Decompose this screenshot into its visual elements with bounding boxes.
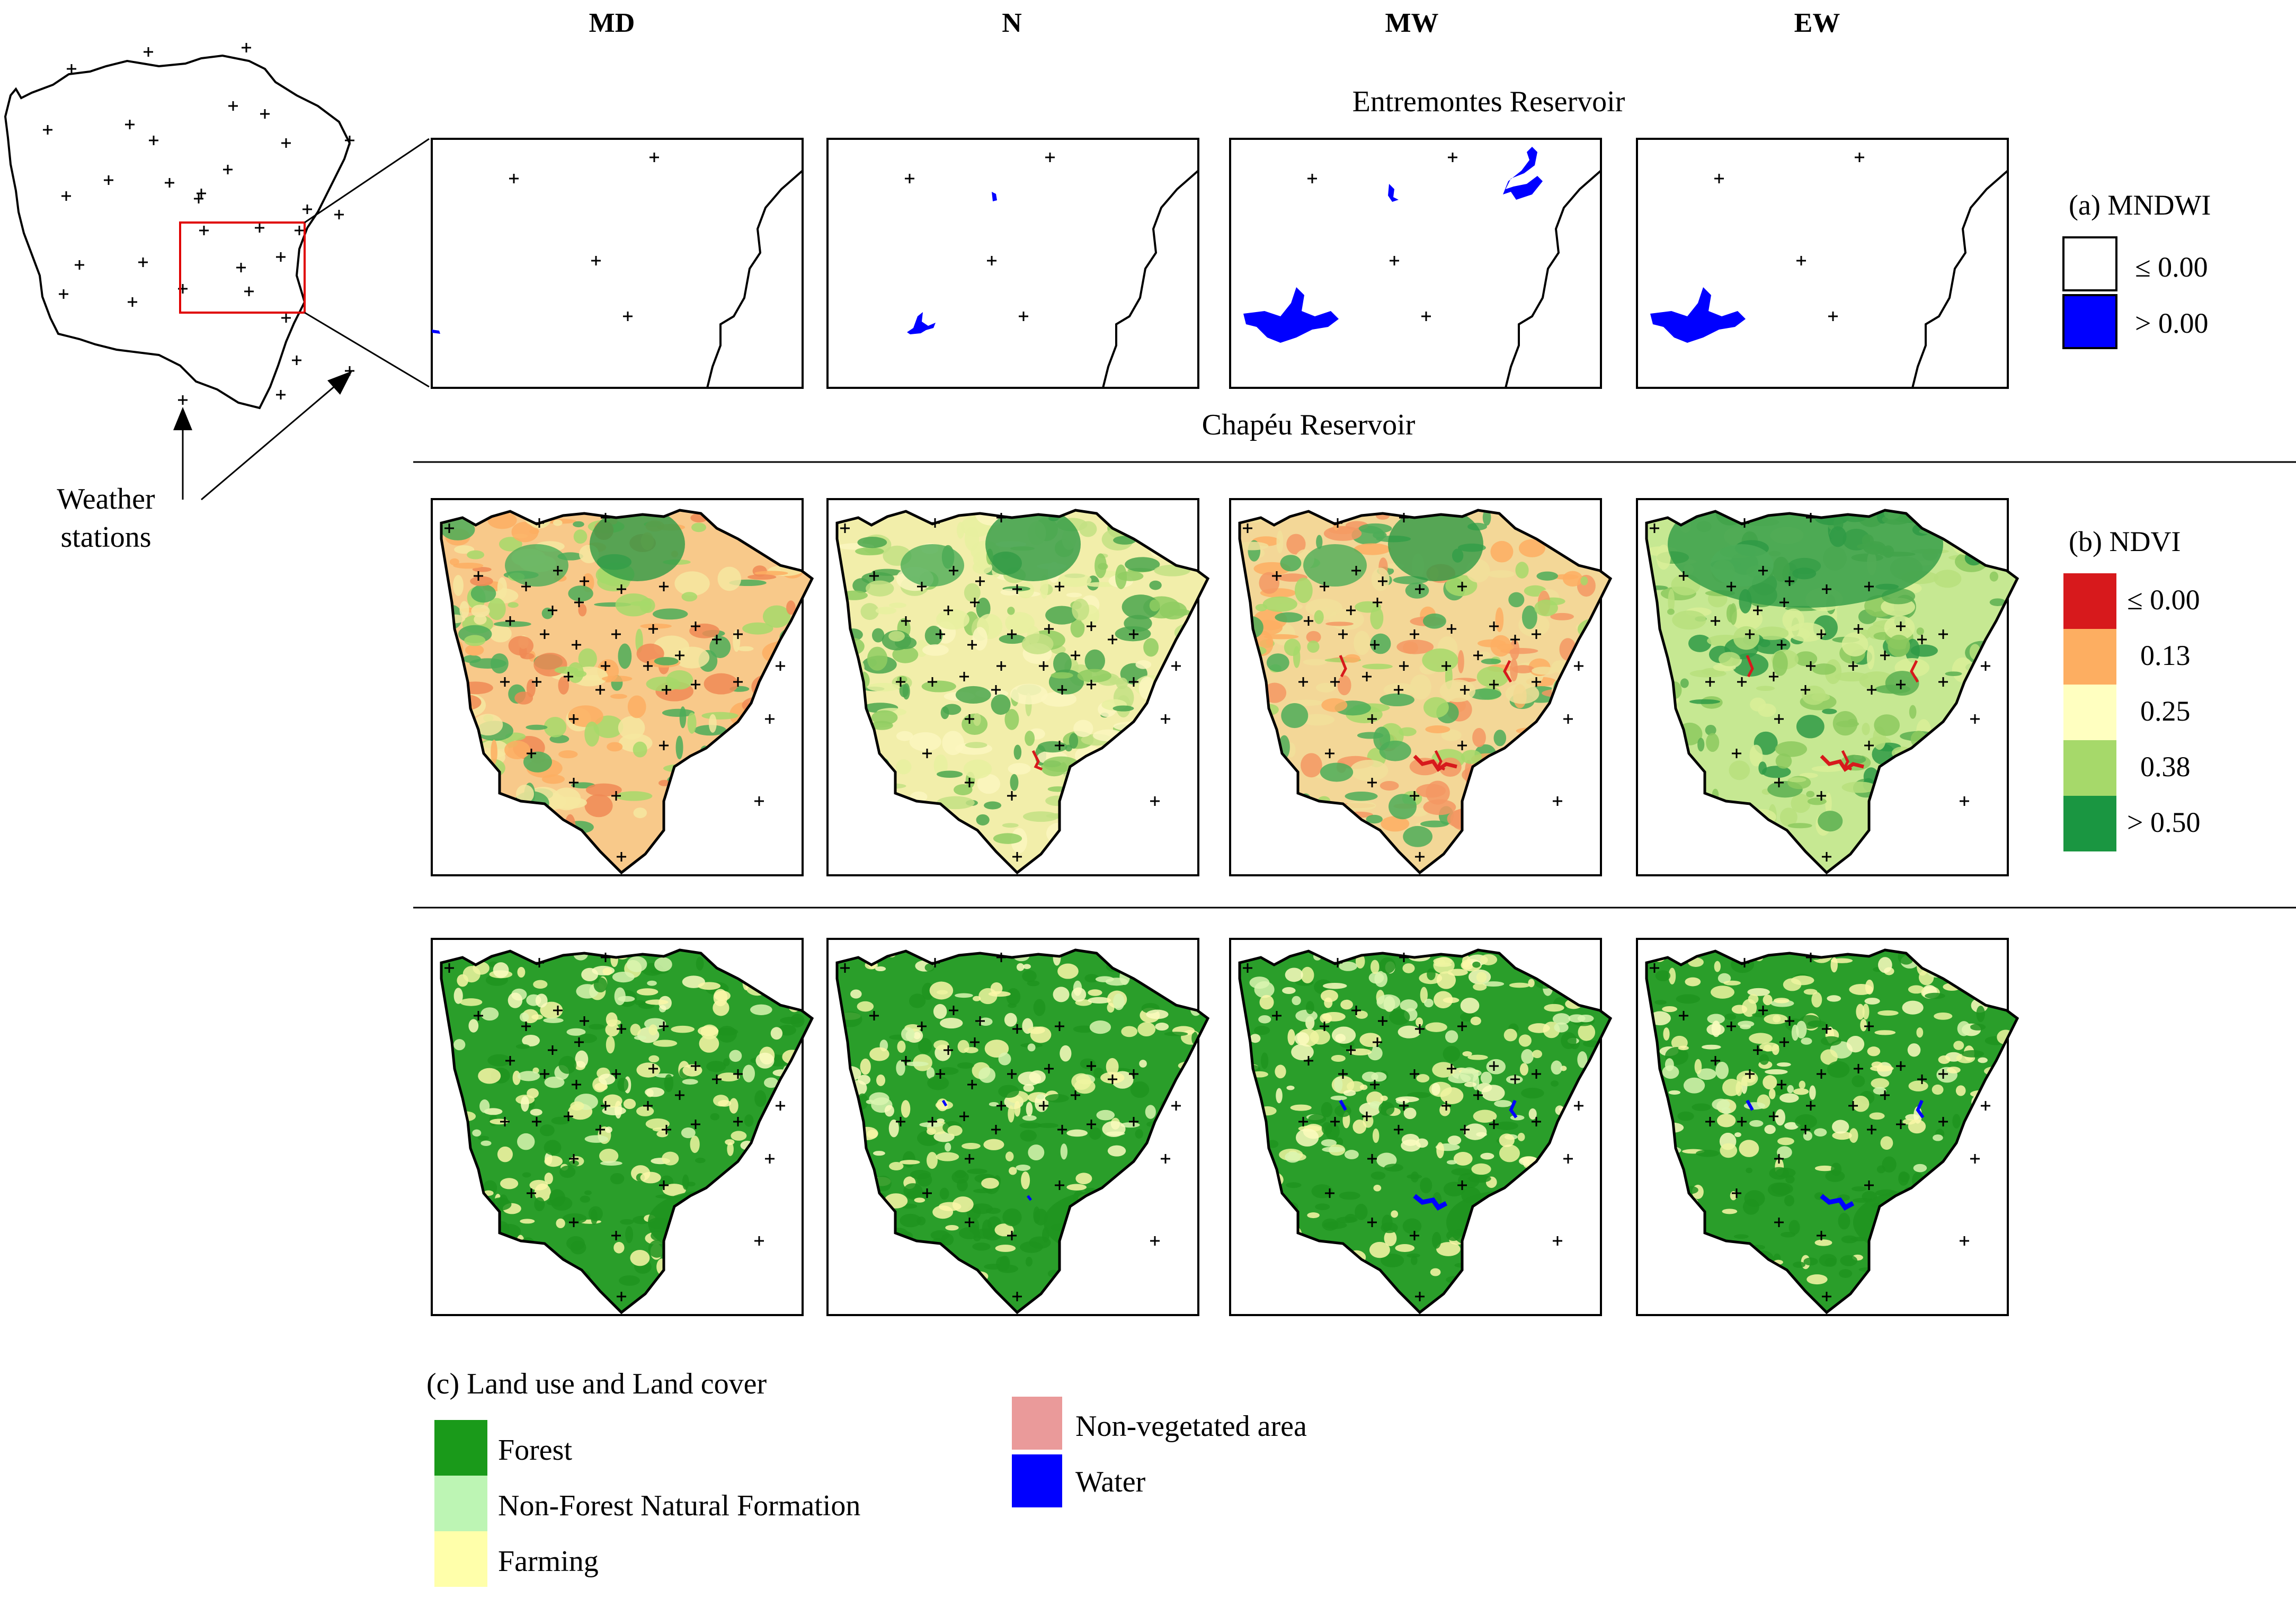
basin-boundary [1505,170,1602,388]
panel-frame [826,138,1199,389]
reservoir-title-entremontes: Entremontes Reservoir [1352,85,1625,118]
legend-label: ≤ 0.00 [2135,251,2208,283]
arrow-head-icon [173,407,192,430]
ndvi-panel [1636,498,2019,876]
basin-boundary [1102,170,1199,388]
panel-frame [431,138,804,389]
arrow-head-icon [327,371,352,395]
station-marker [275,389,287,401]
legend-label: 0.25 [2140,695,2191,727]
water-body [992,192,997,201]
legend-swatch [2063,573,2116,629]
legend-swatch [434,1420,487,1476]
mndwi-panel [431,138,804,389]
mndwi-panel [1229,138,1602,389]
lulc-panel [826,938,1208,1316]
reservoir-water-body [1243,287,1339,343]
inset-highlight-box [179,221,306,314]
legend-mndwi: (a) MNDWI ≤ 0.00 > 0.00 [2062,189,2211,349]
legend-swatch [2062,294,2117,349]
panel-frame [1636,138,2009,389]
lulc-panel [1636,938,2017,1316]
overview-map: Weather stations [4,42,430,554]
legend-swatch [434,1531,487,1587]
weather-stations-label: stations [60,521,151,554]
panel-frame [1229,138,1602,389]
col-header-n: N [1002,8,1022,38]
legend-swatch [2062,236,2117,291]
legend-label: ≤ 0.00 [2127,584,2200,616]
legend-label: Non-vegetated area [1075,1410,1307,1443]
basin-boundary [706,170,804,388]
mndwi-panel [826,138,1199,389]
col-header-ew: EW [1794,8,1840,38]
legend-lulc: (c) Land use and Land cover Forest Non-F… [426,1368,1307,1587]
legend-label: 0.38 [2140,751,2191,783]
legend-swatch [1012,1397,1062,1450]
legend-ndvi: (b) NDVI ≤ 0.00 0.13 0.25 0.38 > 0.50 [2063,526,2200,851]
legend-label: > 0.50 [2127,806,2200,838]
station-marker [143,46,154,58]
station-marker [66,63,77,75]
col-header-mw: MW [1385,8,1438,38]
legend-swatch [2063,740,2116,796]
lulc-panel [431,938,812,1316]
station-marker [177,394,189,406]
reservoir-water-body [1650,287,1746,343]
legend-swatch [434,1476,487,1531]
mndwi-row [431,138,2009,389]
water-pixel [432,330,440,334]
ndvi-panel [826,498,1208,876]
legend-swatch [1012,1454,1062,1507]
legend-label: 0.13 [2140,640,2191,671]
legend-title: (b) NDVI [2069,526,2181,557]
ndvi-panel [1229,498,1615,876]
mndwi-panel [1636,138,2009,389]
ndvi-panel [431,498,812,876]
water-body [907,312,936,334]
legend-swatch [2063,629,2116,685]
col-header-md: MD [589,8,635,38]
legend-label: Farming [498,1545,599,1578]
lulc-row [431,938,2017,1316]
legend-label: Non-Forest Natural Formation [498,1489,860,1522]
legend-label: Water [1075,1466,1146,1498]
water-body [1503,147,1543,200]
station-marker [291,354,302,366]
legend-label: Forest [498,1434,572,1467]
reservoir-title-chapeu: Chapéu Reservoir [1202,409,1416,441]
legend-title: (c) Land use and Land cover [426,1368,767,1400]
legend-swatch [2063,685,2116,740]
lulc-panel [1229,938,1610,1316]
basin-boundary [1911,170,2009,388]
ndvi-row [431,498,2019,876]
legend-title: (a) MNDWI [2069,189,2211,221]
legend-swatch [2063,796,2116,851]
station-marker [241,42,252,54]
station-marker [333,209,345,220]
weather-stations-label: Weather [57,483,155,516]
legend-label: > 0.00 [2135,307,2208,339]
water-body [1388,184,1399,202]
